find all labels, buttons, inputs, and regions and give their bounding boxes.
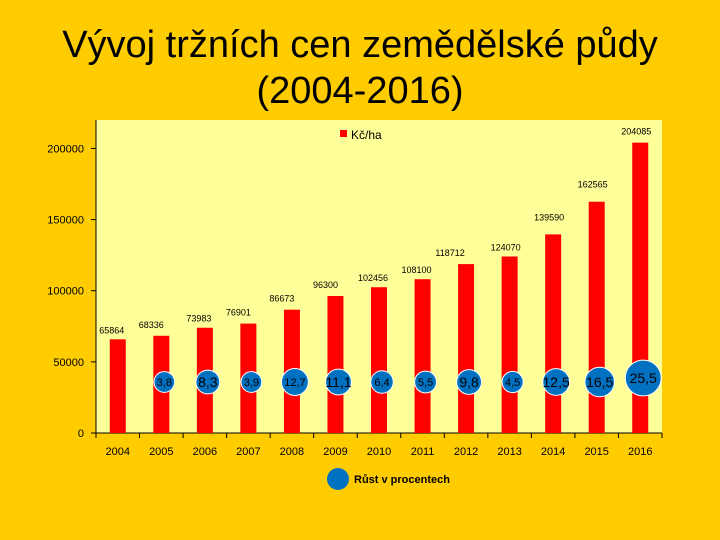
- y-tick-label: 50000: [53, 357, 84, 369]
- x-tick-label: 2013: [497, 446, 521, 458]
- bar-value-label: 68336: [139, 320, 164, 330]
- growth-bubble: [414, 370, 437, 394]
- growth-bubble: [456, 369, 483, 395]
- bar: [501, 256, 518, 433]
- y-tick-label: 0: [78, 428, 84, 440]
- growth-bubble-label: 12,5: [543, 374, 570, 390]
- growth-bubble-label: 16,5: [586, 374, 613, 390]
- slide-title: Vývoj tržních cen zemědělské půdy (2004-…: [0, 22, 720, 114]
- bar-value-label: 124070: [491, 242, 521, 252]
- x-tick-label: 2009: [323, 446, 347, 458]
- growth-bubble-label: 9,8: [459, 374, 479, 390]
- bar: [458, 264, 475, 433]
- title-line-1: Vývoj tržních cen zemědělské půdy: [62, 24, 658, 66]
- x-tick-label: 2015: [584, 446, 608, 458]
- growth-bubble-label: 4,5: [505, 377, 520, 389]
- bar-value-label: 139590: [534, 212, 564, 222]
- growth-bubble: [325, 368, 352, 396]
- x-tick-label: 2005: [149, 446, 173, 458]
- growth-bubble-label: 25,5: [630, 370, 657, 386]
- x-tick-label: 2012: [454, 446, 478, 458]
- growth-legend-bubble: [327, 468, 349, 490]
- bar-value-label: 76901: [226, 308, 251, 318]
- bar: [588, 201, 605, 433]
- bar-value-label: 204085: [621, 127, 651, 137]
- x-tick-label: 2008: [280, 446, 304, 458]
- bar-value-label: 86673: [269, 294, 294, 304]
- bar-value-label: 102456: [358, 273, 388, 283]
- y-tick-label: 100000: [47, 286, 84, 298]
- growth-bubble-label: 8,3: [198, 374, 218, 390]
- x-tick-label: 2004: [106, 446, 130, 458]
- bar-value-label: 162565: [578, 180, 608, 190]
- x-tick-label: 2016: [628, 446, 652, 458]
- x-tick-label: 2014: [541, 446, 565, 458]
- bar: [109, 339, 126, 433]
- growth-bubble: [370, 370, 394, 394]
- bar-value-label: 108100: [402, 265, 432, 275]
- title-line-2: (2004-2016): [256, 70, 464, 112]
- x-tick-label: 2011: [411, 446, 435, 458]
- y-tick-label: 200000: [47, 143, 84, 155]
- growth-bubble: [584, 366, 615, 398]
- bar: [414, 279, 431, 433]
- legend-label: Kč/ha: [351, 128, 382, 142]
- growth-bubble: [195, 369, 221, 395]
- legend-swatch: [340, 130, 347, 137]
- growth-legend-label: Růst v procentech: [354, 474, 450, 486]
- growth-bubble-label: 3,9: [244, 377, 259, 389]
- bar: [327, 295, 344, 433]
- growth-bubble: [153, 371, 176, 393]
- growth-bubble: [542, 368, 571, 396]
- x-tick-label: 2007: [236, 446, 260, 458]
- bar-value-label: 96300: [313, 280, 338, 290]
- bar-value-label: 73983: [186, 314, 211, 324]
- growth-bubble-label: 5,5: [418, 377, 433, 389]
- bar-value-label: 118712: [435, 248, 464, 258]
- bar: [371, 287, 387, 433]
- growth-bubble-label: 11,1: [325, 374, 351, 390]
- growth-bubble: [624, 359, 662, 397]
- bar: [545, 234, 562, 433]
- bar-value-label: 65864: [99, 325, 124, 335]
- growth-bubble-label: 6,4: [374, 377, 389, 389]
- x-tick-label: 2010: [367, 446, 391, 458]
- growth-bubble: [240, 371, 263, 393]
- x-tick-label: 2006: [193, 446, 217, 458]
- growth-bubble: [280, 368, 309, 396]
- growth-bubble-label: 12,7: [284, 377, 305, 389]
- y-tick-label: 150000: [47, 215, 84, 227]
- growth-bubble-label: 3,8: [157, 377, 172, 389]
- growth-bubble: [501, 370, 524, 394]
